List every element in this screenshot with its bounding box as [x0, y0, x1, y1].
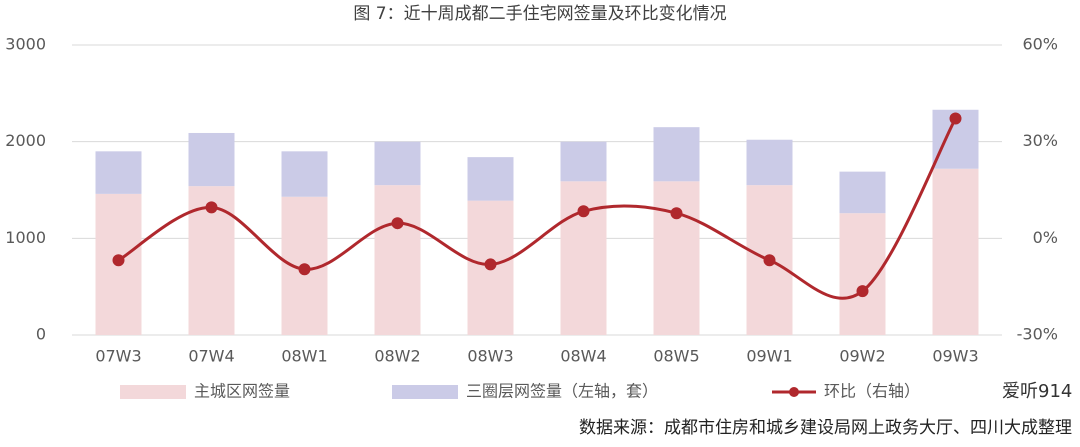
legend-swatch [392, 385, 458, 399]
x-tick-label: 08W3 [467, 347, 513, 366]
line-point [577, 205, 590, 218]
bar [281, 151, 328, 197]
legend-label: 三圈层网签量（左轴，套） [466, 382, 658, 401]
x-tick-label: 08W5 [653, 347, 699, 366]
bar [653, 181, 700, 335]
line-point [205, 201, 218, 214]
x-tick-label: 08W1 [281, 347, 327, 366]
x-tick-label: 07W4 [188, 347, 234, 366]
y2-tick-label: 0% [1033, 228, 1058, 247]
line-point [298, 263, 311, 276]
bar [467, 157, 514, 201]
line-point [391, 217, 404, 230]
chart-title: 图 7：近十周成都二手住宅网签量及环比变化情况 [353, 4, 726, 24]
line-point [949, 112, 962, 125]
bar [188, 132, 235, 187]
line-point [763, 254, 776, 267]
watermark: 爱听914 [1002, 381, 1072, 402]
line-point [112, 254, 125, 267]
line-point [670, 207, 683, 220]
legend-label: 环比（右轴） [824, 382, 920, 401]
y2-tick-label: -30% [1017, 325, 1058, 344]
bar [95, 151, 142, 194]
bar [374, 141, 421, 186]
bar [374, 185, 421, 335]
x-tick-label: 08W4 [560, 347, 606, 366]
x-tick-label: 08W2 [374, 347, 420, 366]
line-point [484, 258, 497, 271]
bar [746, 139, 793, 186]
bar [839, 171, 886, 214]
bar [653, 127, 700, 182]
x-tick-label: 07W3 [95, 347, 141, 366]
line-point [856, 285, 869, 298]
source-note: 数据来源：成都市住房和城乡建设局网上政务大厅、四川大成整理 [579, 418, 1072, 438]
line [117, 117, 957, 300]
y-tick-label: 0 [36, 325, 46, 344]
bar [560, 141, 607, 182]
y-tick-label: 1000 [5, 228, 46, 247]
y2-tick-label: 60% [1022, 35, 1058, 54]
x-tick-label: 09W3 [932, 347, 978, 366]
y-tick-label: 2000 [5, 131, 46, 150]
bar [932, 168, 979, 335]
y-tick-label: 3000 [5, 35, 46, 54]
bar [560, 181, 607, 335]
legend-swatch [789, 387, 799, 397]
legend-swatch [120, 385, 186, 399]
y2-tick-label: 30% [1022, 131, 1058, 150]
legend-label: 主城区网签量 [194, 382, 290, 401]
x-tick-label: 09W2 [839, 347, 885, 366]
x-tick-label: 09W1 [746, 347, 792, 366]
